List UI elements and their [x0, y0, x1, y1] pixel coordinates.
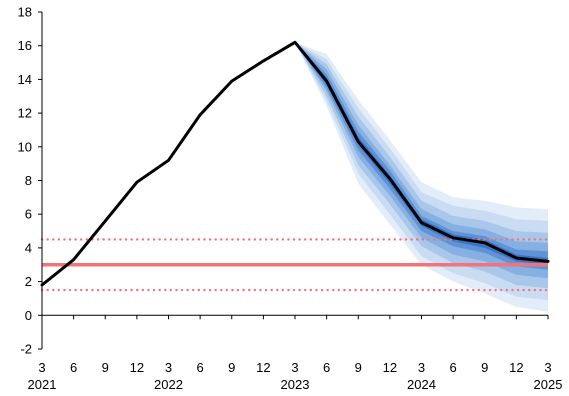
x-tick-label-month: 3: [165, 360, 172, 375]
y-tick-label: 2: [25, 274, 32, 289]
y-tick-label: -2: [20, 342, 32, 357]
x-tick-label-year: 2022: [154, 377, 183, 392]
x-tick-label-month: 3: [418, 360, 425, 375]
x-tick-label-year: 2021: [28, 377, 57, 392]
x-tick-label-month: 9: [481, 360, 488, 375]
x-tick-label-month: 3: [291, 360, 298, 375]
x-tick-label-month: 6: [70, 360, 77, 375]
x-tick-label-year: 2023: [281, 377, 310, 392]
y-tick-label: 10: [18, 139, 32, 154]
axes: [38, 11, 549, 350]
fan-band-3: [295, 42, 548, 289]
x-tick-label-month: 6: [197, 360, 204, 375]
reference-lines: [40, 238, 550, 292]
y-tick-label: 16: [18, 38, 32, 53]
fan-bands: [295, 42, 548, 312]
y-tick-label: 18: [18, 5, 32, 20]
x-tick-label-month: 9: [102, 360, 109, 375]
x-tick-label-month: 6: [323, 360, 330, 375]
y-tick-label: 12: [18, 106, 32, 121]
x-tick-label-year: 2024: [407, 377, 436, 392]
x-tick-label-month: 3: [544, 360, 551, 375]
y-tick-labels: -2 0 2 4 6 8 10 12 14 16 18: [18, 5, 32, 357]
y-tick-label: 4: [25, 240, 32, 255]
y-tick-label: 14: [18, 72, 32, 87]
x-tick-label-month: 12: [130, 360, 144, 375]
series-line-1: [40, 40, 550, 287]
x-tick-label-month: 12: [256, 360, 270, 375]
x-tick-label-month: 12: [383, 360, 397, 375]
x-tick-label-month: 12: [509, 360, 523, 375]
y-tick-label: 8: [25, 173, 32, 188]
x-tick-label-month: 9: [355, 360, 362, 375]
x-tick-label-month: 9: [228, 360, 235, 375]
x-tick-label-month: 3: [38, 360, 45, 375]
x-tick-label-year: 2025: [534, 377, 563, 392]
series-lines: [40, 40, 550, 287]
x-tick-labels: 3 6 9 12 3 6 9 12 3 6 9 12 3 6 9 12 3 2021 2022 2023 2024 202…: [28, 360, 563, 392]
y-tick-label: 0: [25, 308, 32, 323]
y-tick-label: 6: [25, 207, 32, 222]
x-tick-label-month: 6: [450, 360, 457, 375]
